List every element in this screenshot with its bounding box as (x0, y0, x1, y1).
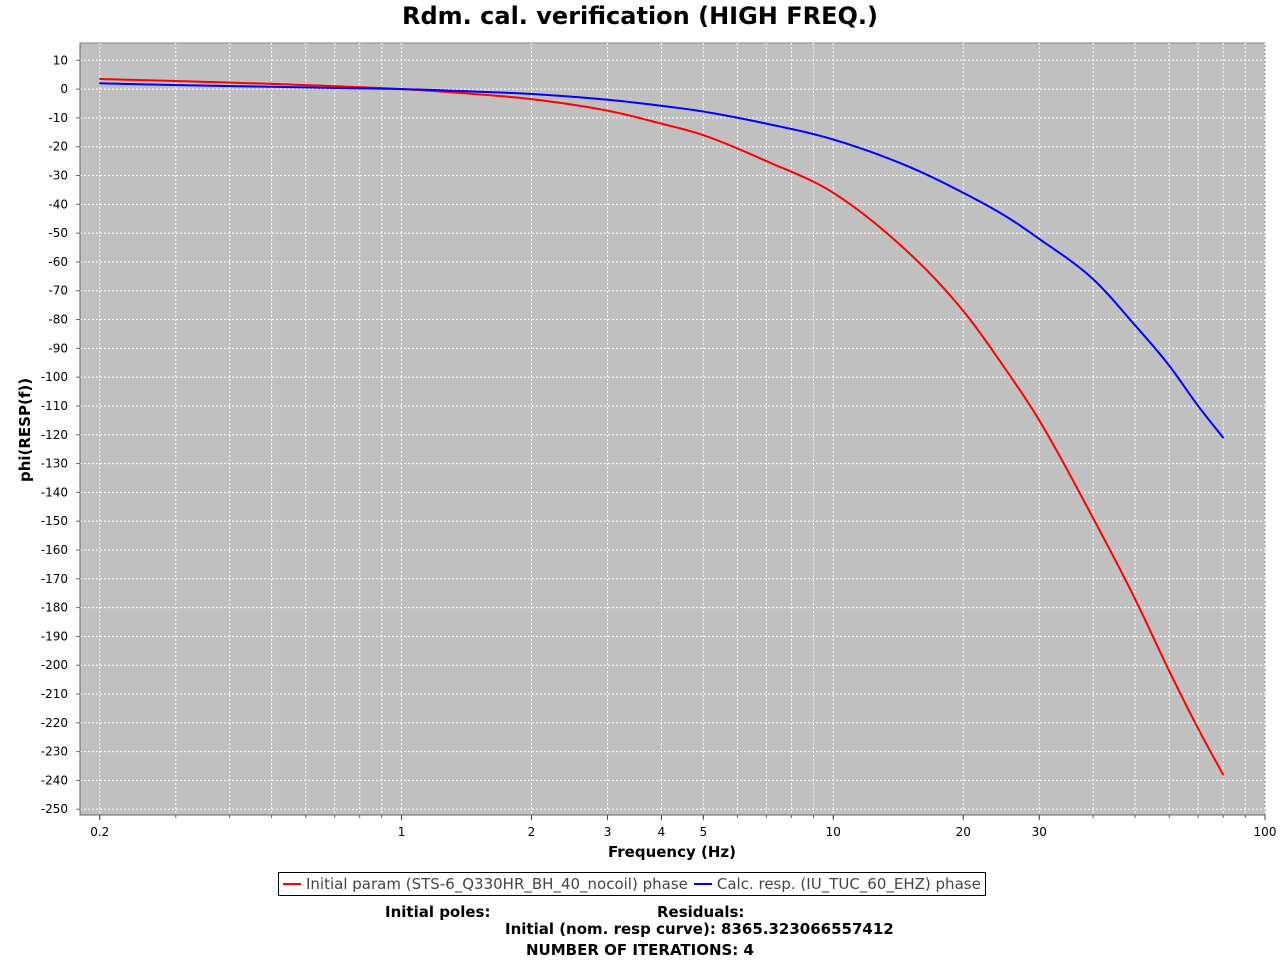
y-tick-label: -140 (41, 485, 68, 499)
series-1-point (476, 90, 479, 93)
series-1-point (962, 191, 965, 194)
y-tick-label: -30 (48, 169, 68, 183)
residuals-label: Residuals: (657, 903, 745, 921)
series-1-point (1004, 215, 1006, 217)
phase-chart: Rdm. cal. verification (HIGH FREQ.) 100-… (16, 2, 1277, 861)
y-tick-label: -90 (48, 341, 68, 355)
axes: 100-10-20-30-40-50-60-70-80-90-100-110-1… (41, 43, 1277, 839)
y-tick-label: -100 (41, 370, 68, 384)
y-tick-label: -20 (48, 140, 68, 154)
x-tick-label: 5 (699, 825, 707, 839)
x-tick-label: 20 (956, 825, 971, 839)
series-1-point (174, 84, 177, 86)
x-tick-label: 2 (528, 825, 536, 839)
series-0-point (1168, 670, 1171, 672)
series-0-point (962, 310, 965, 312)
chart-title: Rdm. cal. verification (HIGH FREQ.) (402, 2, 878, 30)
y-tick-label: -130 (41, 457, 68, 471)
series-0-point (98, 78, 101, 80)
y-tick-label: 10 (53, 53, 68, 67)
x-tick-label: 0.2 (90, 825, 109, 839)
series-1-point (660, 104, 663, 107)
series-layer (98, 78, 1225, 776)
legend-item-calc-resp: Calc. resp. (IU_TUC_60_EHZ) phase (693, 875, 981, 893)
y-tick-label: -170 (41, 572, 68, 586)
series-0-point (1092, 517, 1094, 520)
series-1-point (702, 110, 705, 113)
grid (80, 43, 1266, 815)
x-tick-label: 1 (398, 825, 406, 839)
series-1-point (1197, 405, 1199, 407)
y-tick-label: -70 (48, 284, 68, 298)
series-0-point (174, 80, 177, 82)
initial-poles-label: Initial poles: (385, 903, 491, 921)
legend-label-calc-resp: Calc. resp. (IU_TUC_60_EHZ) phase (716, 875, 981, 893)
x-tick-label: 100 (1254, 825, 1277, 839)
series-0-point (530, 98, 533, 100)
y-tick-label: -190 (41, 629, 68, 643)
series-1-point (765, 122, 768, 125)
series-1-point (908, 166, 911, 168)
series-1-point (1092, 278, 1094, 281)
series-1-point (606, 98, 609, 101)
series-0-point (333, 85, 336, 88)
y-tick-label: -80 (48, 313, 68, 327)
series-1-point (832, 138, 835, 141)
series-0-point (1134, 598, 1136, 600)
series-1-point (530, 93, 533, 95)
y-tick-label: -250 (41, 802, 68, 816)
x-tick-label: 3 (604, 825, 612, 839)
series-0-point (1038, 419, 1041, 422)
legend-swatch-red (283, 883, 301, 885)
x-tick-label: 10 (826, 825, 841, 839)
y-tick-label: -230 (41, 745, 68, 759)
series-0-point (908, 252, 911, 255)
series-0-point (1197, 727, 1199, 730)
series-1-point (98, 82, 101, 85)
series-0-point (606, 109, 609, 112)
x-axis-label: Frequency (Hz) (608, 843, 736, 861)
x-tick-label: 30 (1032, 825, 1047, 839)
initial-residual-value: Initial (nom. resp curve): 8365.32306655… (505, 920, 894, 938)
y-tick-label: -50 (48, 226, 68, 240)
y-tick-label: -110 (41, 399, 68, 413)
series-1-point (270, 85, 273, 88)
series-0-point (832, 191, 835, 194)
series-1-point (333, 87, 336, 89)
y-tick-label: -210 (41, 687, 68, 701)
series-0-point (765, 160, 768, 162)
series-0-point (270, 83, 273, 85)
y-tick-label: -200 (41, 658, 68, 672)
series-1-point (400, 88, 403, 90)
series-1-point (1168, 364, 1171, 367)
series-0-point (702, 134, 705, 136)
series-1-point (1222, 436, 1224, 439)
series-0-point (660, 122, 663, 125)
series-0-point (476, 93, 479, 96)
legend-swatch-blue (693, 883, 712, 885)
y-tick-label: -180 (41, 601, 68, 615)
y-tick-label: -220 (41, 716, 68, 730)
y-tick-label: -120 (41, 428, 68, 442)
series-0-point (1004, 367, 1006, 370)
series-0-point (1222, 773, 1224, 776)
y-tick-label: -40 (48, 197, 68, 211)
plot-area (79, 42, 1266, 816)
y-tick-label: -10 (48, 111, 68, 125)
y-tick-label: 0 (60, 82, 68, 96)
iterations-count: NUMBER OF ITERATIONS: 4 (526, 941, 754, 959)
chart-legend: Initial param (STS-6_Q330HR_BH_40_nocoil… (278, 872, 986, 896)
legend-item-initial-param: Initial param (STS-6_Q330HR_BH_40_nocoil… (283, 875, 688, 893)
y-tick-label: -160 (41, 543, 68, 557)
x-tick-label: 4 (658, 825, 666, 839)
y-tick-label: -150 (41, 514, 68, 528)
y-tick-label: -240 (41, 773, 68, 787)
y-tick-label: -60 (48, 255, 68, 269)
series-1-point (1134, 324, 1136, 327)
series-1-point (1038, 238, 1041, 240)
y-axis-label: phi(RESP(f)) (16, 378, 34, 482)
legend-label-initial-param: Initial param (STS-6_Q330HR_BH_40_nocoil… (306, 875, 688, 893)
